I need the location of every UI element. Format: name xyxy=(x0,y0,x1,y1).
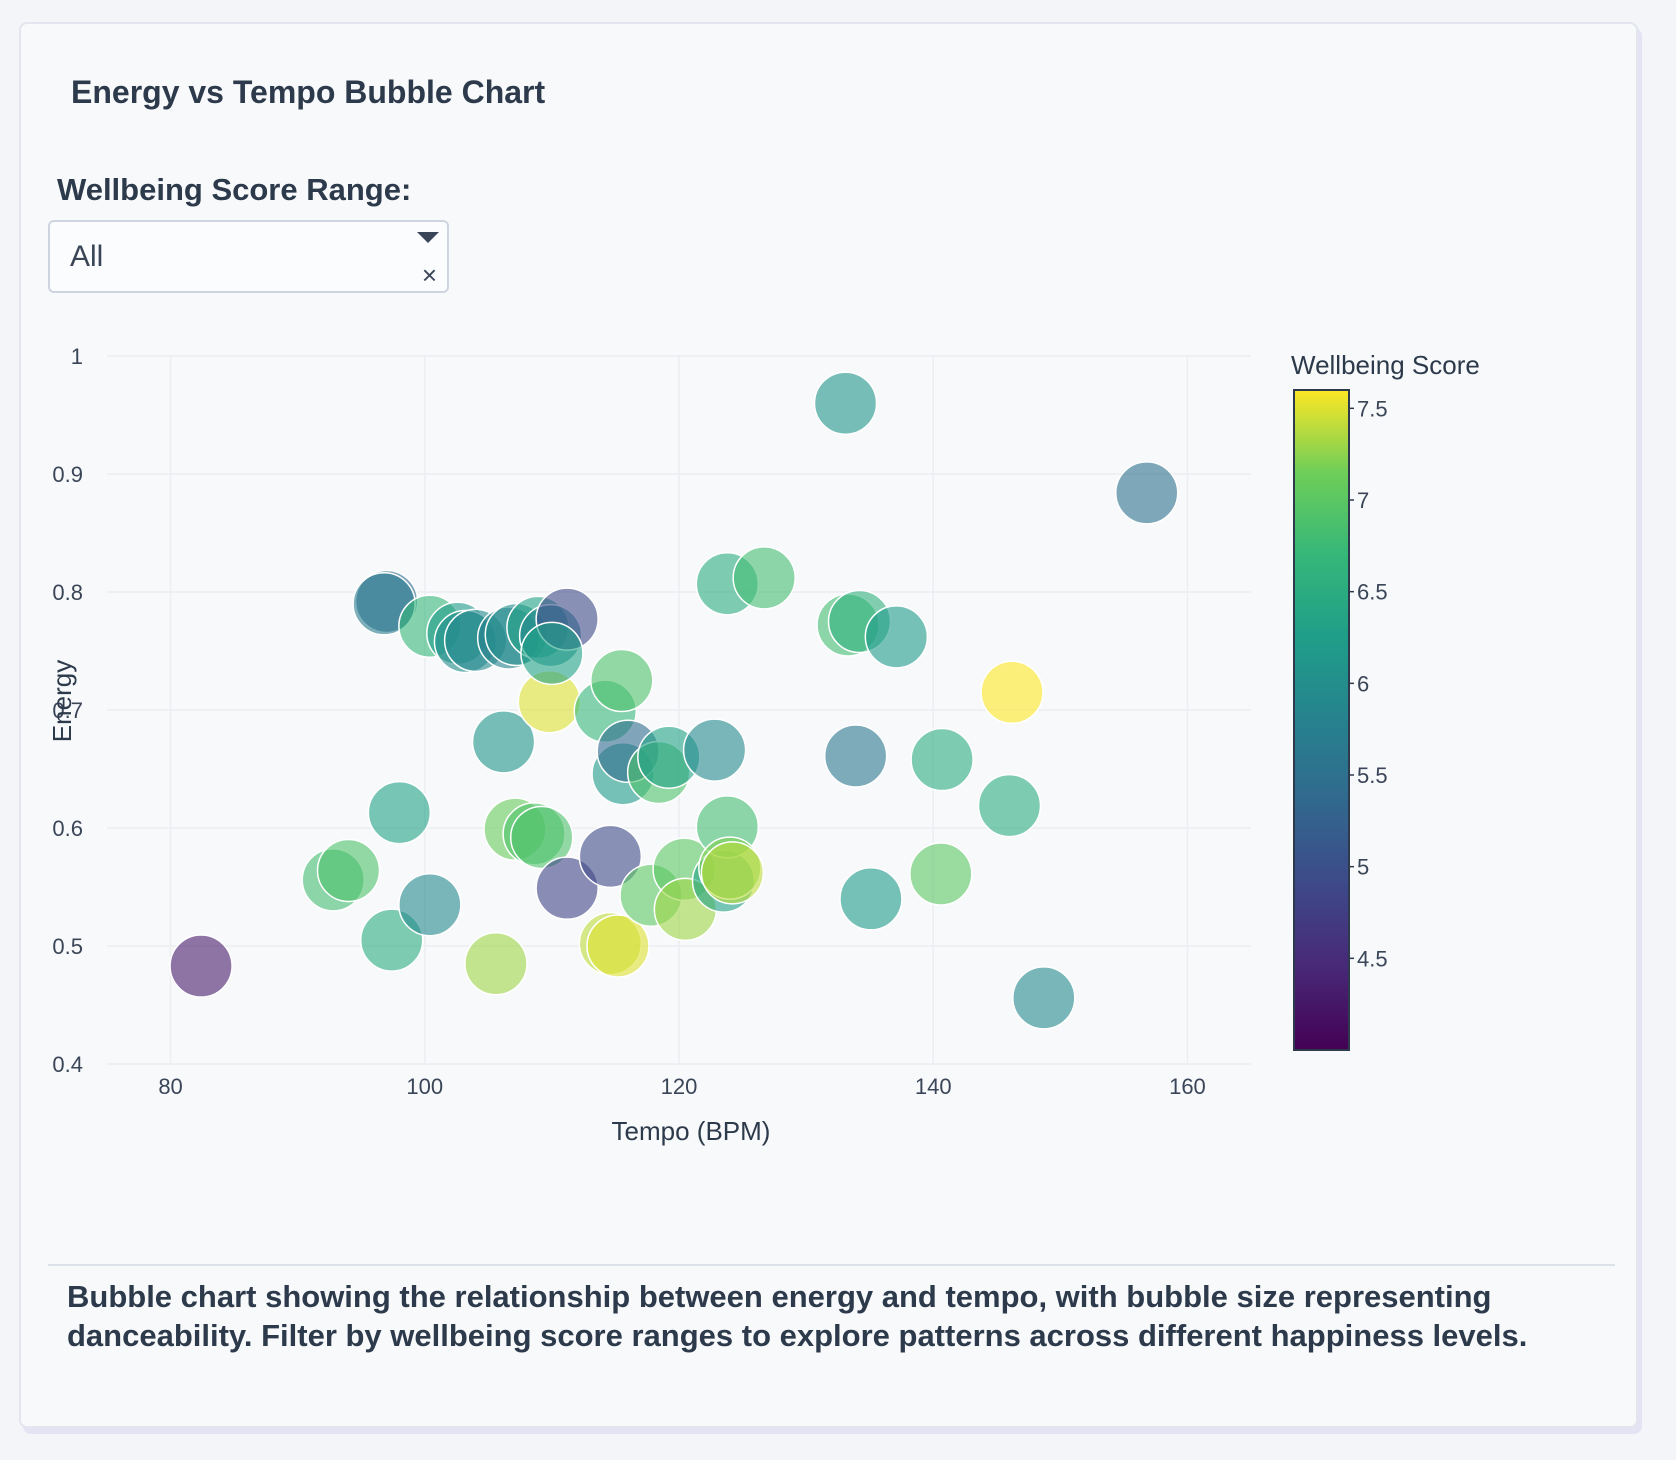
bubble-point[interactable] xyxy=(471,710,536,774)
bubble-point[interactable] xyxy=(590,648,654,713)
y-tick-label: 0.8 xyxy=(52,580,83,605)
bubble-point[interactable] xyxy=(169,934,233,998)
x-tick-label: 80 xyxy=(158,1074,182,1099)
y-tick-label: 0.9 xyxy=(52,462,83,487)
colorbar-title: Wellbeing Score xyxy=(1291,350,1480,380)
bubbles-layer xyxy=(169,371,1179,1030)
bubble-point[interactable] xyxy=(823,724,888,788)
divider xyxy=(48,1264,1615,1266)
colorbar-ticks: 4.5 5 5.5 6 6.5 7 7.5 xyxy=(1349,396,1388,971)
bubble-point[interactable] xyxy=(732,546,796,610)
bubble-point[interactable] xyxy=(813,371,878,435)
bubble-point[interactable] xyxy=(839,867,903,931)
bubble-point[interactable] xyxy=(509,805,574,870)
bubble-point[interactable] xyxy=(980,660,1044,725)
bubble-point[interactable] xyxy=(864,605,929,669)
filter-label: Wellbeing Score Range: xyxy=(57,172,412,207)
x-tick-label: 100 xyxy=(406,1074,443,1099)
card-title: Energy vs Tempo Bubble Chart xyxy=(71,74,546,110)
colorbar-tick-label: 6 xyxy=(1357,671,1369,696)
wellbeing-range-dropdown[interactable]: All × xyxy=(48,220,449,293)
bubble-point[interactable] xyxy=(586,914,650,978)
bubble-point[interactable] xyxy=(682,718,747,782)
colorbar-tick-label: 4.5 xyxy=(1357,946,1388,971)
bubble-point[interactable] xyxy=(464,931,528,996)
colorbar-tick-label: 5 xyxy=(1357,855,1369,880)
bubble-point[interactable] xyxy=(909,842,973,906)
colorbar-tick-label: 7 xyxy=(1357,488,1369,513)
bubble-point[interactable] xyxy=(1012,966,1076,1030)
bubble-point[interactable] xyxy=(367,780,432,845)
y-axis-title: Energy xyxy=(47,660,77,742)
chevron-down-icon[interactable] xyxy=(417,232,439,243)
y-tick-label: 1 xyxy=(71,344,83,369)
y-axis-ticks: 0.4 0.5 0.6 0.7 0.8 0.9 1 xyxy=(52,344,83,1077)
bubble-point[interactable] xyxy=(535,856,599,920)
x-tick-label: 120 xyxy=(661,1074,698,1099)
chart-card: Energy vs Tempo Bubble Chart Wellbeing S… xyxy=(19,22,1638,1428)
colorbar: Wellbeing Score 4.5 5 5.5 6 6.5 7 7.5 xyxy=(1291,350,1480,1051)
chart-caption: Bubble chart showing the relationship be… xyxy=(67,1279,1528,1353)
colorbar-tick-label: 6.5 xyxy=(1357,580,1388,605)
bubble-point[interactable] xyxy=(316,838,381,903)
bubble-point[interactable] xyxy=(910,727,974,792)
x-axis-title: Tempo (BPM) xyxy=(612,1116,771,1146)
colorbar-tick-label: 5.5 xyxy=(1357,763,1388,788)
x-axis-ticks: 80 100 120 140 160 xyxy=(158,1074,1205,1099)
bubble-point[interactable] xyxy=(700,841,765,905)
bubble-point[interactable] xyxy=(520,621,584,686)
close-icon[interactable]: × xyxy=(421,260,437,290)
bubble-point[interactable] xyxy=(977,773,1042,838)
bubble-point[interactable] xyxy=(398,872,462,937)
colorbar-gradient xyxy=(1293,389,1350,1051)
y-tick-label: 0.5 xyxy=(52,934,83,959)
y-tick-label: 0.6 xyxy=(52,816,83,841)
y-tick-label: 0.7 xyxy=(52,698,83,723)
bubble-point[interactable] xyxy=(1115,461,1179,525)
x-tick-label: 140 xyxy=(915,1074,952,1099)
x-tick-label: 160 xyxy=(1169,1074,1206,1099)
bubble-point[interactable] xyxy=(578,824,643,889)
dropdown-selected-value: All xyxy=(70,240,104,273)
colorbar-tick-label: 7.5 xyxy=(1357,396,1388,421)
chart-grid xyxy=(107,355,1251,1065)
y-tick-label: 0.4 xyxy=(52,1052,83,1077)
bubble-chart: 80 100 120 140 160 0.4 0.5 0.6 0.7 0.8 0.9 1 Tempo… xyxy=(47,344,1480,1146)
